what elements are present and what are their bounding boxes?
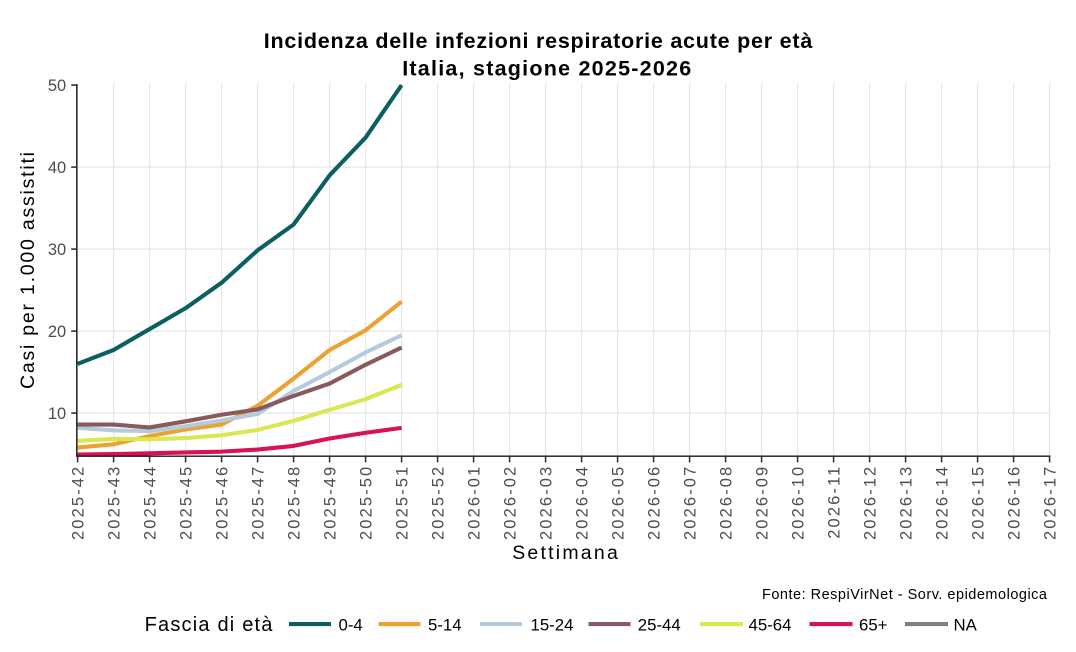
svg-text:2026-14: 2026-14	[934, 465, 952, 540]
svg-text:2025-42: 2025-42	[70, 465, 88, 540]
svg-text:40: 40	[48, 159, 66, 177]
svg-text:2025-52: 2025-52	[430, 465, 448, 540]
svg-text:2025-45: 2025-45	[178, 465, 196, 540]
svg-text:Incidenza delle infezioni resp: Incidenza delle infezioni respiratorie a…	[264, 29, 814, 53]
svg-text:Settimana: Settimana	[512, 542, 618, 564]
svg-text:25-44: 25-44	[638, 616, 681, 635]
svg-text:2026-05: 2026-05	[610, 465, 628, 540]
svg-text:2025-43: 2025-43	[106, 465, 124, 540]
svg-text:2026-15: 2026-15	[970, 465, 988, 540]
svg-text:2026-13: 2026-13	[898, 465, 916, 540]
svg-text:2026-10: 2026-10	[790, 465, 808, 540]
svg-text:2026-01: 2026-01	[466, 465, 484, 540]
svg-text:2025-47: 2025-47	[250, 465, 268, 540]
svg-text:2026-09: 2026-09	[754, 465, 772, 540]
svg-text:Fascia di età: Fascia di età	[145, 614, 274, 636]
svg-text:45-64: 45-64	[749, 616, 792, 635]
svg-text:2026-16: 2026-16	[1006, 465, 1024, 540]
svg-text:2026-07: 2026-07	[682, 465, 700, 540]
svg-text:2026-08: 2026-08	[718, 465, 736, 540]
svg-text:5-14: 5-14	[428, 616, 462, 635]
svg-text:2026-12: 2026-12	[862, 465, 880, 540]
svg-text:2025-51: 2025-51	[394, 465, 412, 540]
svg-text:2025-50: 2025-50	[358, 465, 376, 540]
svg-text:20: 20	[48, 323, 66, 341]
svg-text:10: 10	[48, 405, 66, 423]
svg-text:50: 50	[48, 77, 66, 95]
svg-text:2026-17: 2026-17	[1042, 465, 1060, 540]
svg-text:NA: NA	[954, 616, 978, 635]
svg-text:2025-49: 2025-49	[322, 465, 340, 540]
svg-text:2026-03: 2026-03	[538, 465, 556, 540]
svg-text:2025-44: 2025-44	[142, 465, 160, 540]
svg-text:15-24: 15-24	[531, 616, 574, 635]
svg-text:2025-46: 2025-46	[214, 465, 232, 540]
svg-text:0-4: 0-4	[339, 616, 363, 635]
svg-text:2026-04: 2026-04	[574, 465, 592, 540]
svg-text:30: 30	[48, 241, 66, 259]
svg-text:2026-06: 2026-06	[646, 465, 664, 540]
svg-text:2025-48: 2025-48	[286, 465, 304, 540]
svg-text:Fonte: RespiVirNet - Sorv. epi: Fonte: RespiVirNet - Sorv. epidemologica	[762, 587, 1048, 603]
svg-text:2026-02: 2026-02	[502, 465, 520, 540]
svg-text:65+: 65+	[859, 616, 887, 635]
svg-text:2026-11: 2026-11	[826, 465, 844, 539]
svg-text:Casi per 1.000 assistiti: Casi per 1.000 assistiti	[17, 152, 39, 389]
svg-text:Italia, stagione 2025-2026: Italia, stagione 2025-2026	[402, 56, 691, 80]
